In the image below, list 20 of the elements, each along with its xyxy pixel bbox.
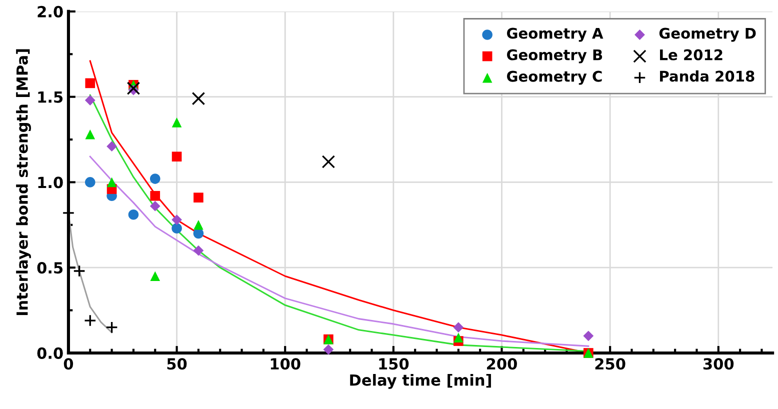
legend-label: Geometry A xyxy=(507,28,604,42)
x-axis-title: Delay time [min] xyxy=(350,374,491,389)
y-tick-label: 0.0 xyxy=(37,347,63,359)
x-tick-label: 50 xyxy=(167,358,187,370)
x-tick-label: 150 xyxy=(379,358,409,370)
y-tick-label: 1.5 xyxy=(38,91,63,103)
legend-label: Geometry D xyxy=(659,28,756,42)
y-axis-title: Interlayer bond strength [MPa] xyxy=(16,49,31,316)
x-tick-label: 0 xyxy=(64,358,74,370)
x-tick-label: 100 xyxy=(270,358,300,370)
y-tick-label: 1.0 xyxy=(38,176,63,188)
x-tick-label: 200 xyxy=(487,358,517,370)
x-tick-label: 250 xyxy=(595,358,626,370)
y-tick-label: 0.5 xyxy=(37,262,63,274)
legend-label: Le 2012 xyxy=(660,49,722,60)
legend-label: Panda 2018 xyxy=(660,70,754,82)
y-tick-label: 2.0 xyxy=(38,6,63,18)
legend-label: Geometry B xyxy=(507,49,602,64)
legend-label: Geometry C xyxy=(507,70,602,85)
x-tick-label: 300 xyxy=(703,358,734,370)
